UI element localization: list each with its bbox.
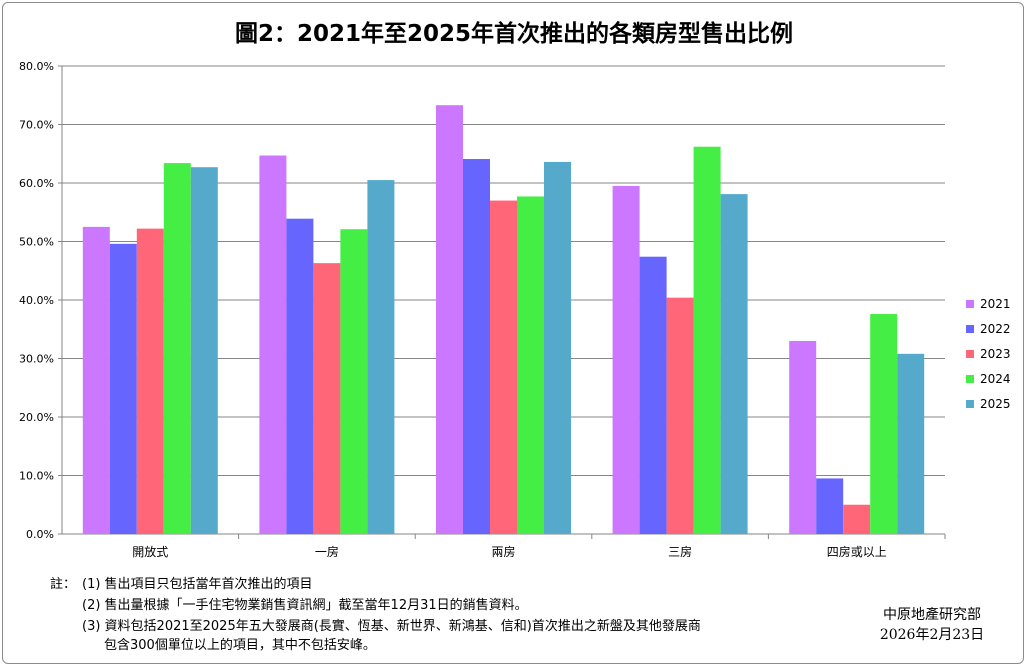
source-date: 2026年2月23日: [879, 627, 985, 643]
note-3: (3) 資料包括2021至2025年五大發展商(長實、恆基、新世界、新鴻基、信和…: [82, 619, 701, 634]
bar-2021: [436, 105, 463, 534]
y-tick-label: 20.0%: [19, 411, 54, 424]
legend-label-2025: 2025: [980, 397, 1011, 411]
bar-2023: [843, 504, 871, 534]
bar-2021: [612, 185, 640, 535]
bar-2022: [639, 256, 667, 534]
bar-2022: [463, 159, 490, 534]
bar-2025: [367, 180, 395, 534]
legend-swatch-2021: [966, 300, 974, 308]
notes-prefix: 註：: [50, 577, 77, 592]
bar-2025: [544, 161, 571, 534]
bar-2024: [517, 196, 544, 534]
legend-swatch-2024: [966, 375, 974, 383]
legend-label-2022: 2022: [980, 322, 1011, 336]
legend-label-2023: 2023: [980, 347, 1011, 361]
legend-swatch-2025: [966, 400, 974, 408]
legend-label-2021: 2021: [980, 297, 1011, 311]
bar-2023: [666, 297, 694, 534]
y-tick-label: 50.0%: [19, 236, 54, 249]
bar-2023: [136, 228, 164, 534]
bar-2025: [720, 194, 748, 535]
bar-2021: [82, 226, 110, 534]
bar-2022: [286, 218, 314, 534]
bar-2024: [340, 229, 368, 534]
chart-title: 圖2：2021年至2025年首次推出的各類房型售出比例: [234, 21, 794, 47]
bar-2025: [897, 353, 925, 534]
x-tick-label: 兩房: [491, 544, 515, 559]
bar-2024: [163, 163, 191, 535]
note-2: (2) 售出量根據「一手住宅物業銷售資訊網」截至當年12月31日的銷售資料。: [82, 598, 528, 613]
legend-label-2024: 2024: [980, 372, 1011, 386]
bar-2024: [693, 146, 721, 535]
legend-swatch-2022: [966, 325, 974, 333]
y-tick-label: 30.0%: [19, 353, 54, 366]
bar-2022: [109, 243, 137, 534]
y-tick-label: 0.0%: [26, 528, 54, 541]
bar-2024: [870, 314, 898, 534]
note-1: (1) 售出項目只包括當年首次推出的項目: [82, 577, 313, 592]
source-org: 中原地產研究部: [883, 607, 981, 623]
bar-2025: [190, 167, 218, 534]
bar-2021: [259, 155, 287, 534]
y-tick-label: 10.0%: [19, 470, 54, 483]
y-tick-label: 80.0%: [19, 60, 54, 73]
bar-2023: [490, 200, 517, 535]
bar-2022: [816, 478, 844, 534]
bar-2023: [313, 263, 341, 534]
x-tick-label: 四房或以上: [827, 544, 887, 559]
y-tick-label: 40.0%: [19, 294, 54, 307]
x-tick-label: 一房: [315, 544, 339, 559]
legend-swatch-2023: [966, 350, 974, 358]
y-tick-label: 70.0%: [19, 119, 54, 132]
x-tick-label: 三房: [668, 544, 692, 559]
note-3-cont: 包含300個單位以上的項目，其中不包括安峰。: [104, 638, 376, 653]
bar-2021: [789, 340, 817, 534]
x-tick-label: 開放式: [132, 544, 168, 559]
y-tick-label: 60.0%: [19, 177, 54, 190]
